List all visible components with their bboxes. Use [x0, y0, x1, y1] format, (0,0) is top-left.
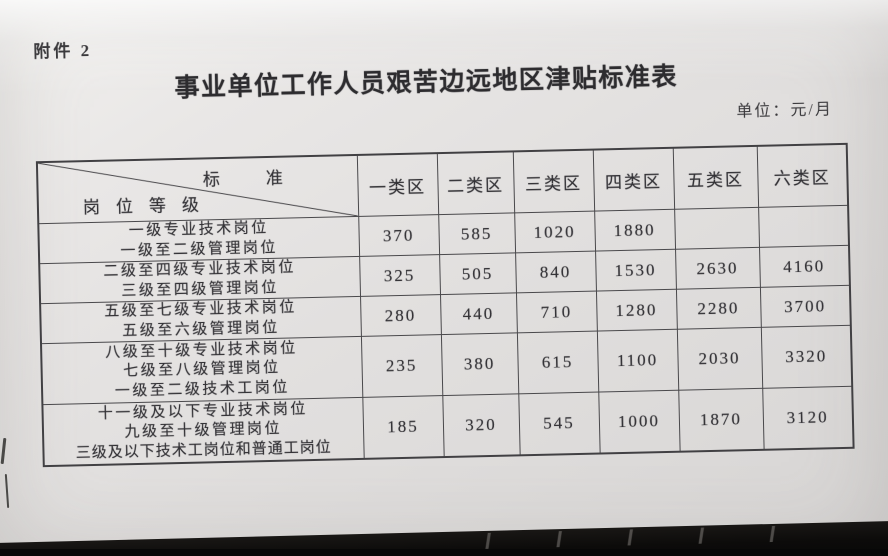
value-cell: 3700: [759, 285, 851, 328]
row-label: 十一级及以下专业技术岗位 九级至十级管理岗位 三级及以下技术工岗位和普通工岗位: [42, 397, 364, 466]
corner-label-standard: 标准: [202, 167, 330, 190]
value-cell: 370: [358, 214, 440, 257]
value-cell: 710: [515, 291, 597, 333]
corner-label-post-grade: 岗位等级: [82, 195, 216, 218]
value-cell: 325: [359, 254, 441, 297]
col-header-zone1: 一类区: [356, 153, 439, 217]
col-header-zone2: 二类区: [436, 151, 515, 215]
value-cell: 2630: [675, 247, 760, 290]
photo-bottom-edge: [0, 549, 888, 556]
value-cell: 1000: [598, 390, 680, 454]
value-cell: 320: [442, 393, 520, 457]
row-label: 八级至十级专业技术岗位 七级至八级管理岗位 一级至二级技术工岗位: [41, 336, 363, 405]
value-cell: 1020: [514, 211, 596, 253]
col-header-zone4: 四类区: [592, 147, 675, 212]
col-header-zone5: 五类区: [672, 145, 759, 210]
value-cell: 185: [362, 395, 444, 459]
header-row: 标准 岗位等级 一类区 二类区 三类区 四类区 五类区 六类区: [36, 143, 849, 224]
value-cell: 235: [360, 334, 443, 398]
value-cell: 1280: [595, 289, 677, 332]
value-cell: [758, 205, 849, 248]
value-cell: 280: [360, 294, 441, 337]
value-cell: 840: [515, 251, 596, 293]
value-cell: 3320: [760, 325, 853, 389]
value-cell: 1880: [594, 209, 676, 252]
value-cell: 1100: [596, 329, 679, 393]
subsidy-table: 标准 岗位等级 一类区 二类区 三类区 四类区 五类区 六类区 一级专业技术岗位…: [35, 142, 855, 467]
value-cell: 3120: [762, 386, 854, 450]
value-cell: 585: [438, 212, 516, 255]
value-cell: 440: [440, 292, 517, 335]
value-cell: 1530: [595, 249, 676, 292]
value-cell: 505: [439, 252, 516, 295]
value-cell: 2030: [676, 327, 763, 391]
value-cell: [674, 207, 760, 250]
page-title: 事业单位工作人员艰苦边远地区津贴标准表: [174, 63, 679, 103]
col-header-zone6: 六类区: [756, 143, 849, 208]
attachment-label: 附件 2: [33, 40, 93, 62]
unit-note: 单位：元/月: [736, 101, 834, 121]
value-cell: 4160: [759, 245, 850, 288]
diagonal-corner-cell: 标准 岗位等级: [36, 154, 359, 224]
value-cell: 615: [516, 331, 599, 394]
diagonal-divider-line: [38, 156, 358, 223]
col-header-zone3: 三类区: [512, 149, 595, 213]
value-cell: 1870: [678, 388, 764, 452]
value-cell: 545: [518, 392, 600, 455]
value-cell: 380: [440, 332, 519, 396]
value-cell: 2280: [675, 287, 761, 330]
